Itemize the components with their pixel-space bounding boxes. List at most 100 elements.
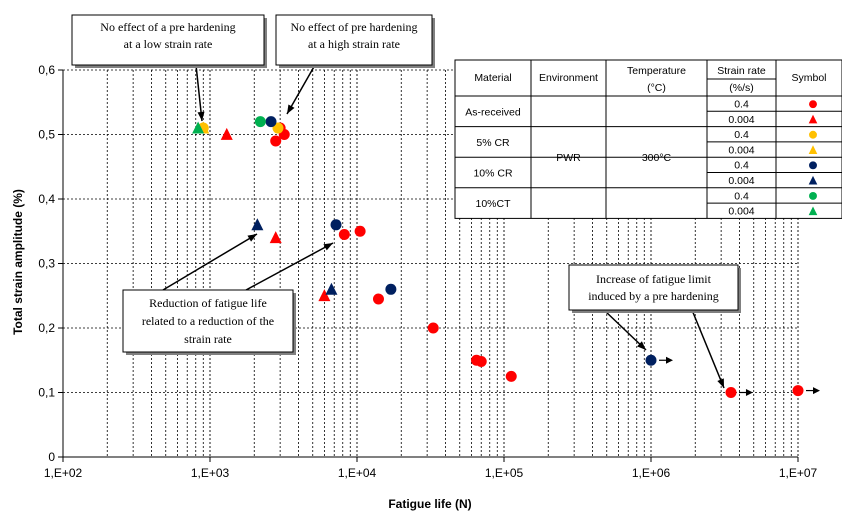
x-tick-label: 1,E+06 [632,466,671,480]
x-axis-title: Fatigue life (N) [388,497,471,511]
annotation-box-increase [568,264,739,311]
annotation-arrowhead [323,243,333,251]
x-tick-labels: 1,E+02 1,E+03 1,E+04 1,E+05 1,E+06 1,E+07 [44,466,818,480]
data-point-cr10_0004 [325,282,338,295]
table-strain-rate: 0.4 [734,160,749,172]
data-point-ar_04 [505,370,517,382]
runout-arrowhead [813,387,820,395]
annotation-arrow [245,242,334,291]
header-strain-rate-unit: (%/s) [729,82,754,94]
annotation-arrow [162,233,258,291]
table-material: 10% CR [473,168,513,180]
data-point-cr10_04 [330,219,342,231]
annotation-box-high_rate [275,14,433,66]
data-point-ar_04 [725,387,737,398]
header-material: Material [474,72,511,84]
data-point-ar_0004 [269,231,282,244]
legend-symbol-cr10_0004 [808,175,818,185]
annotation-text: at a high strain rate [308,37,400,51]
annotation-arrow [691,309,725,389]
annotation-arrowhead [247,234,257,242]
data-point-ar_04 [475,356,487,368]
y-tick-label: 0,6 [38,63,55,77]
y-tick-label: 0,2 [38,321,55,335]
table-material: As-received [465,106,521,118]
annotation-text: Increase of fatigue limit [596,272,712,286]
table-strain-rate: 0.004 [728,144,754,156]
annotations: No effect of a pre hardening at a low str… [71,14,741,389]
y-tick-label: 0,5 [38,128,55,142]
table-strain-rate: 0.4 [734,129,749,141]
data-point-ar_04 [338,228,350,240]
data-point-ar_04 [427,322,439,334]
annotation-box-low_rate [71,14,265,66]
table-material: 5% CR [476,137,510,149]
data-point-ct10_0004 [192,121,205,134]
table-temperature: 300°C [642,152,672,164]
table-strain-rate: 0.4 [734,99,749,111]
annotation-text: No effect of pre hardening [290,20,417,34]
annotation-text: induced by a pre hardening [588,289,719,303]
annotation-text: strain rate [184,332,232,346]
x-tick-label: 1,E+04 [338,466,377,480]
data-point-cr10_0004 [251,218,264,231]
data-point-ar_04 [354,225,366,237]
y-tick-label: 0,3 [38,257,55,271]
legend-symbol-cr10_04 [809,161,817,170]
table-strain-rate: 0.4 [734,190,749,202]
annotation-text: No effect of a pre hardening [100,20,235,34]
annotation-text: Reduction of fatigue life [149,296,267,310]
y-axis-title: Total strain amplitude (%) [11,189,25,335]
annotation-arrowhead [287,104,295,114]
annotation-arrowhead [637,341,646,350]
annotation-arrowhead [717,378,724,388]
data-point-ar_0004 [220,127,233,140]
annotation-text: related to a reduction of the [142,314,274,328]
data-points [192,116,820,398]
data-point-ar_04 [270,135,282,147]
legend-symbol-ct10_04 [809,191,817,200]
annotation-arrow [286,64,316,115]
header-temperature-unit: (°C) [647,82,666,94]
data-point-ct10_04 [254,116,266,128]
annotation-arrow [603,309,647,351]
x-tick-label: 1,E+02 [44,466,83,480]
data-point-ar_0004 [318,289,331,302]
legend-symbol-ct10_0004 [808,206,818,216]
x-tick-label: 1,E+03 [191,466,230,480]
data-point-cr5_04 [272,122,284,134]
table-environment: PWR [556,152,581,164]
legend-symbol-ar_04 [809,100,817,109]
data-point-ar_04 [372,293,384,305]
y-tick-label: 0 [48,450,55,464]
table-strain-rate: 0.004 [728,206,754,218]
y-tick-labels: 0 0,1 0,2 0,3 0,4 0,5 0,6 [38,63,55,464]
data-point-ar_04 [792,385,804,397]
legend-table-frame [454,59,842,219]
y-tick-label: 0,4 [38,192,55,206]
runout-arrowhead [666,356,673,364]
annotation-arrowhead [197,111,205,121]
table-strain-rate: 0.004 [728,175,754,187]
legend-table: Material Environment Temperature (°C) Strain… [454,59,842,219]
legend-symbol-cr5_0004 [808,145,818,154]
legend-symbol-ar_0004 [808,114,818,124]
data-point-cr10_04 [645,354,657,366]
table-material: 10%CT [475,198,511,210]
annotation-box-reduction [122,289,294,353]
legend-symbol-cr5_04 [809,130,817,139]
header-symbol: Symbol [791,72,826,84]
y-tick-label: 0,1 [38,386,55,400]
annotation-arrow [195,64,203,122]
header-environment: Environment [539,72,598,84]
data-point-cr10_04 [385,283,397,295]
header-strain-rate: Strain rate [717,65,766,77]
table-strain-rate: 0.004 [728,114,754,126]
x-tick-label: 1,E+05 [485,466,524,480]
axes [58,69,799,462]
annotation-text: at a low strain rate [124,37,213,51]
header-temperature: Temperature [627,65,686,77]
runout-arrowhead [745,389,753,396]
x-tick-label: 1,E+07 [779,466,818,480]
